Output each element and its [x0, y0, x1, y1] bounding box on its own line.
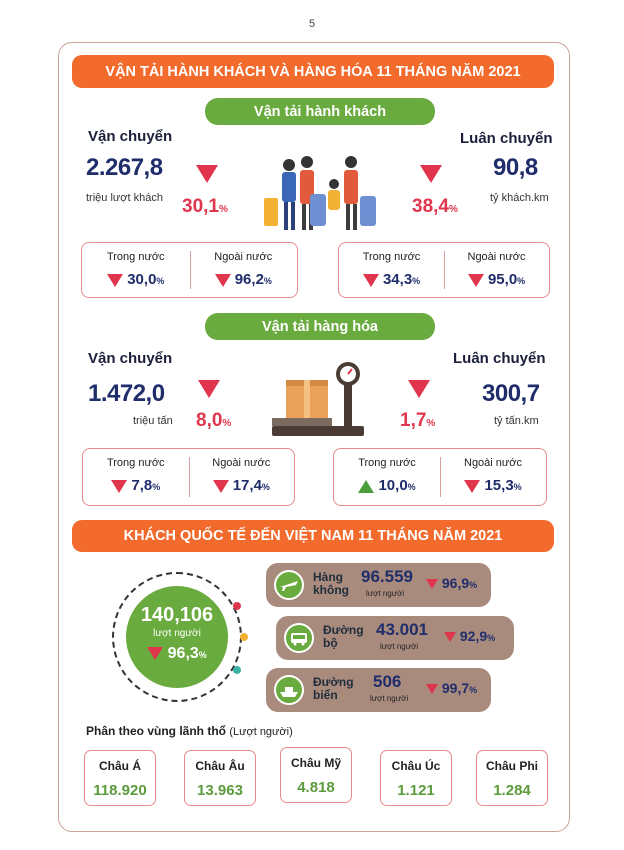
foreign-value: 95,0% [444, 271, 549, 288]
content-frame [58, 42, 570, 832]
travelers-illustration-icon [264, 156, 376, 230]
passenger-title-text: Vận tải hành khách [253, 103, 387, 120]
regions-title: Phân theo vùng lãnh thổ (Lượt người) [86, 724, 293, 738]
domestic-label: Trong nước [358, 457, 416, 469]
foreign-label: Ngoài nước [214, 251, 273, 263]
cargo-scale-icon [272, 362, 364, 436]
cargo-section-title: Vận tải hàng hóa [205, 313, 435, 340]
connector-dot [233, 666, 241, 674]
domestic-value: 7,8% [83, 477, 189, 494]
region-europe: Châu Âu 13.963 [184, 750, 256, 806]
foreign-label: Ngoài nước [464, 457, 522, 469]
passenger-transport-pct: 30,1% [182, 196, 228, 217]
cargo-rotation-unit: tỷ tấn.km [494, 415, 539, 427]
passenger-rotation-value: 90,8 [493, 154, 538, 181]
down-arrow-icon [408, 380, 430, 398]
passenger-rotation-unit: tỷ khách.km [490, 192, 549, 204]
page-number: 5 [308, 18, 316, 30]
airplane-icon [274, 570, 304, 600]
passenger-rotation-pct: 38,4% [412, 196, 458, 217]
foreign-value: 15,3% [440, 477, 546, 494]
foreign-label: Ngoài nước [467, 251, 526, 263]
mode-value: 506 [373, 672, 402, 691]
foreign-value: 96,2% [190, 271, 298, 288]
domestic-value: 30,0% [82, 271, 190, 288]
domestic-label: Trong nước [106, 457, 165, 469]
intl-total-value: 140,106 [140, 604, 214, 626]
main-title: VẬN TẢI HÀNH KHÁCH VÀ HÀNG HÓA 11 THÁNG … [105, 63, 521, 80]
region-asia: Châu Á 118.920 [84, 750, 156, 806]
intl-title-bar: KHÁCH QUỐC TẾ ĐẾN VIỆT NAM 11 THÁNG NĂM … [72, 520, 554, 552]
region-america: Châu Mỹ 4.818 [280, 747, 352, 803]
mode-unit: lượt người [366, 589, 405, 598]
domestic-label: Trong nước [106, 251, 165, 263]
cargo-rotation-label: Luân chuyển [453, 350, 546, 367]
cargo-rotation-breakdown: Trong nước 10,0% Ngoài nước 15,3% [333, 448, 547, 506]
cargo-title-text: Vận tải hàng hóa [261, 318, 378, 335]
mode-air: Hàng không 96.559 lượt người 96,9% [266, 563, 491, 607]
mode-road: Đường bộ 43.001 lượt người 92,9% [276, 616, 514, 660]
mode-unit: lượt người [380, 642, 419, 651]
down-arrow-icon [198, 380, 220, 398]
mode-value: 96.559 [361, 567, 413, 586]
cargo-rotation-value: 300,7 [482, 380, 540, 407]
cargo-rotation-pct: 1,7% [400, 410, 436, 431]
mode-unit: lượt người [370, 694, 409, 703]
domestic-label: Trong nước [362, 251, 421, 263]
passenger-transport-value: 2.267,8 [86, 154, 163, 181]
down-arrow-icon [196, 165, 218, 183]
foreign-value: 17,4% [189, 477, 295, 494]
intl-total-unit: lượt người [153, 628, 201, 639]
mode-sea: Đường biển 506 lượt người 99,7% [266, 668, 491, 712]
cargo-transport-breakdown: Trong nước 7,8% Ngoài nước 17,4% [82, 448, 295, 506]
cargo-transport-unit: triệu tấn [133, 415, 173, 427]
intl-total-pct: 96,3% [126, 645, 228, 663]
intl-total-circle: 140,106 lượt người 96,3% [126, 586, 228, 688]
passenger-transport-breakdown: Trong nước 30,0% Ngoài nước 96,2% [81, 242, 298, 298]
bus-icon [284, 623, 314, 653]
intl-title: KHÁCH QUỐC TẾ ĐẾN VIỆT NAM 11 THÁNG NĂM … [123, 528, 503, 544]
passenger-transport-unit: triệu lượt khách [86, 192, 163, 204]
up-arrow-icon [358, 479, 375, 493]
passenger-rotation-label: Luân chuyển [460, 130, 553, 147]
passenger-rotation-breakdown: Trong nước 34,3% Ngoài nước 95,0% [338, 242, 550, 298]
connector-dot [233, 602, 241, 610]
connector-dot [240, 633, 248, 641]
passenger-transport-label: Vận chuyển [88, 128, 173, 145]
region-africa: Châu Phi 1.284 [476, 750, 548, 806]
mode-value: 43.001 [376, 620, 428, 639]
cargo-transport-value: 1.472,0 [88, 380, 165, 407]
passenger-section-title: Vận tải hành khách [205, 98, 435, 125]
domestic-value: 34,3% [339, 271, 444, 288]
domestic-value: 10,0% [334, 477, 440, 494]
foreign-label: Ngoài nước [212, 457, 271, 469]
cargo-transport-pct: 8,0% [196, 410, 232, 431]
cargo-transport-label: Vận chuyển [88, 350, 173, 367]
region-oceania: Châu Úc 1.121 [380, 750, 452, 806]
main-title-bar: VẬN TẢI HÀNH KHÁCH VÀ HÀNG HÓA 11 THÁNG … [72, 55, 554, 88]
ship-icon [274, 675, 304, 705]
down-arrow-icon [420, 165, 442, 183]
